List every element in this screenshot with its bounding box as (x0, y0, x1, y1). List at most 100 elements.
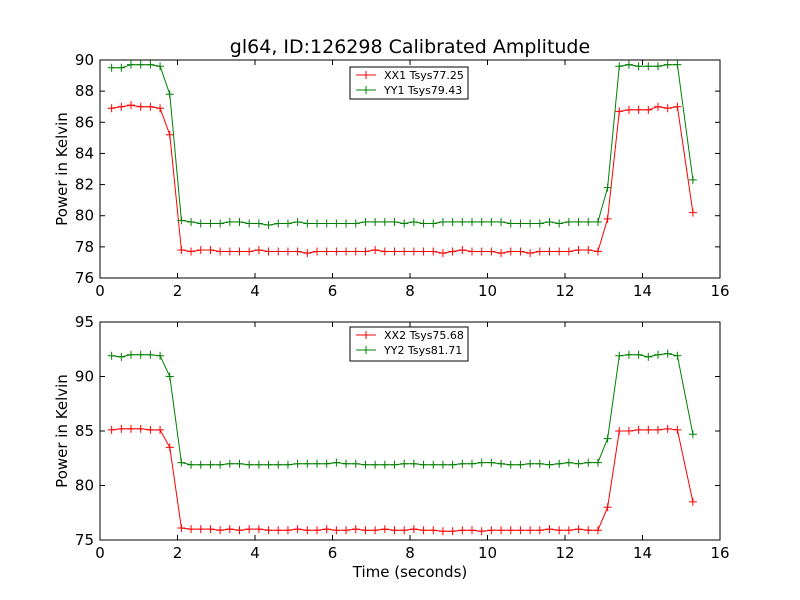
x-tick-label: 16 (710, 282, 729, 300)
data-point (584, 217, 593, 226)
data-point (313, 526, 321, 535)
data-point (361, 217, 370, 226)
data-point (458, 459, 467, 468)
y-tick-label: 80 (75, 477, 94, 495)
series-yy1 (107, 60, 697, 230)
data-point (526, 249, 535, 258)
x-tick-label: 8 (405, 282, 415, 300)
data-point (264, 526, 273, 535)
data-point (497, 526, 506, 535)
x-tick-label: 2 (173, 544, 183, 562)
series-line (111, 353, 694, 466)
data-point (487, 458, 496, 467)
data-point (487, 247, 496, 256)
legend-box (349, 66, 469, 100)
data-point (390, 247, 399, 256)
data-point (187, 460, 196, 469)
data-point (429, 219, 438, 228)
data-point (146, 350, 155, 359)
data-point (574, 525, 583, 534)
data-point (419, 219, 428, 228)
data-point (468, 526, 476, 535)
data-point (136, 350, 145, 359)
data-point (235, 459, 244, 468)
y-tick-label: 82 (75, 176, 94, 194)
data-point (361, 526, 370, 535)
data-point (322, 459, 331, 468)
data-point (688, 497, 697, 506)
data-point (225, 459, 234, 468)
data-point (584, 458, 593, 467)
data-point (127, 424, 135, 433)
data-point (146, 102, 155, 111)
data-point (615, 351, 624, 360)
data-point (342, 247, 351, 256)
data-point (654, 350, 662, 359)
data-point (634, 62, 643, 71)
data-point (303, 249, 312, 258)
data-point (254, 219, 263, 228)
data-point (555, 526, 564, 535)
series-xx2 (107, 424, 697, 536)
x-tick-label: 14 (633, 282, 652, 300)
data-point (293, 525, 302, 534)
chart-panel-2: 0 2 4 6 8 10 12 14 16 75 80 85 90 95 Power in Kelvin Ti… (53, 313, 730, 581)
data-point (593, 526, 602, 535)
data-point (293, 247, 302, 256)
data-point (264, 221, 273, 230)
data-point (644, 352, 653, 361)
data-point (448, 460, 457, 469)
data-point (400, 526, 409, 535)
data-point (458, 245, 467, 254)
data-point (468, 217, 476, 226)
data-point (409, 459, 418, 468)
data-point (107, 425, 116, 434)
x-axis-label: Time (seconds) (352, 563, 468, 581)
data-point (293, 459, 302, 468)
data-point (156, 425, 165, 434)
data-point (245, 219, 254, 228)
data-point (136, 60, 145, 69)
data-point (245, 460, 254, 469)
data-point (624, 350, 633, 359)
data-point (293, 217, 302, 226)
data-point (342, 526, 351, 535)
data-point (634, 350, 643, 359)
data-point (216, 219, 225, 228)
data-point (254, 245, 263, 254)
data-point (644, 425, 653, 434)
data-point (458, 217, 467, 226)
x-tick-label: 4 (250, 282, 260, 300)
data-point (254, 460, 263, 469)
data-point (165, 372, 174, 381)
data-point (206, 525, 215, 534)
data-point (438, 527, 447, 536)
data-point (283, 460, 292, 469)
x-tick-label: 10 (478, 282, 497, 300)
data-point (654, 102, 662, 111)
data-point (477, 247, 486, 256)
data-point (574, 459, 583, 468)
data-point (429, 526, 438, 535)
data-point (409, 525, 418, 534)
data-point (136, 424, 145, 433)
data-point (196, 219, 205, 228)
data-point (654, 62, 662, 71)
data-point (196, 245, 205, 254)
data-point (225, 247, 234, 256)
data-point (206, 245, 215, 254)
legend-marker (362, 86, 370, 94)
x-tick-label: 16 (710, 544, 729, 562)
data-point (526, 219, 535, 228)
data-point (516, 526, 525, 535)
data-point (274, 526, 283, 535)
data-point (615, 107, 624, 116)
legend-label: YY1 Tsys79.43 (383, 84, 462, 97)
data-point (400, 219, 409, 228)
data-point (526, 459, 535, 468)
series-xx1 (107, 101, 697, 258)
data-point (438, 460, 447, 469)
x-tick-label: 0 (95, 544, 105, 562)
data-point (117, 424, 126, 433)
